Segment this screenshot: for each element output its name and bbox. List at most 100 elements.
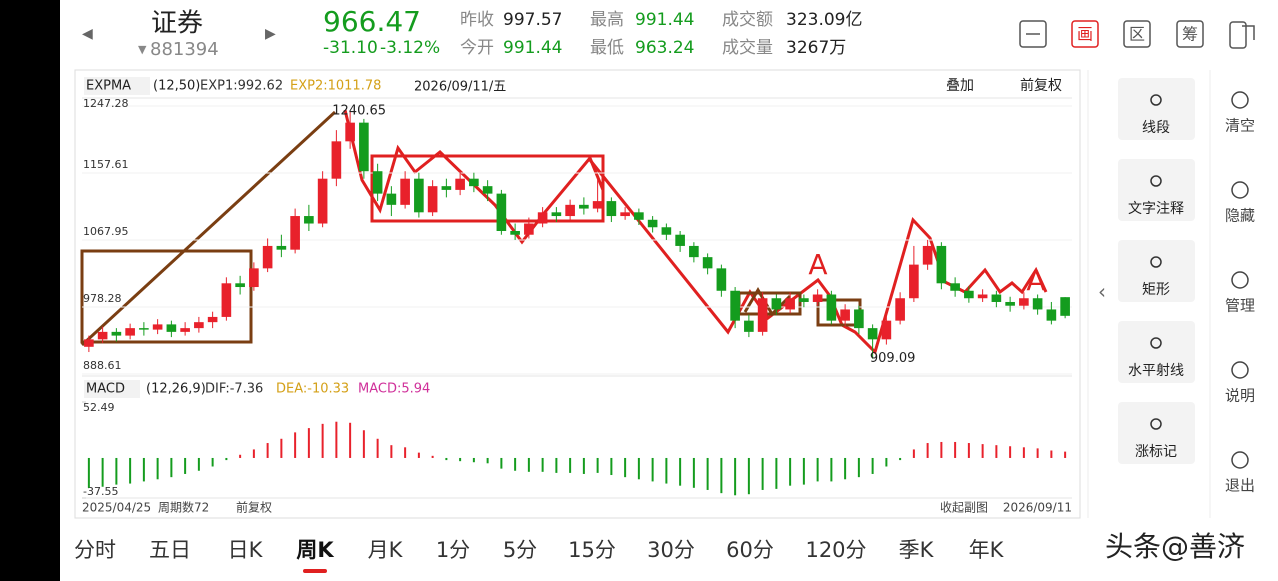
stat-value: 963.24: [635, 38, 694, 58]
candle-body: [826, 294, 837, 321]
tool-button[interactable]: [1118, 159, 1195, 221]
candle-body: [895, 298, 905, 321]
btn-frame[interactable]: [1123, 20, 1151, 48]
tool-button[interactable]: [1118, 78, 1195, 140]
footer-collapse[interactable]: 收起副图: [940, 501, 988, 515]
candle-body: [482, 186, 493, 194]
y-tick-label: -37.55: [83, 485, 118, 498]
collapse-arrow[interactable]: ‹: [1098, 280, 1106, 304]
stat-label: 昨收: [460, 10, 494, 30]
candle-body: [221, 283, 232, 317]
date-label: 2026/09/11/五: [414, 80, 506, 95]
candle-body: [194, 322, 204, 329]
candle-body: [675, 234, 685, 246]
candle-body: [881, 320, 892, 340]
period-tab[interactable]: 60分: [726, 538, 774, 562]
indicator-name[interactable]: EXPMA: [86, 79, 131, 94]
candle-body: [964, 290, 974, 299]
candle-body: [991, 294, 1002, 302]
candle-body: [455, 178, 465, 190]
candle-body: [936, 245, 947, 284]
action-label[interactable]: 退出: [1225, 477, 1255, 495]
period-tab[interactable]: 15分: [568, 538, 616, 562]
action-label[interactable]: 隐藏: [1225, 207, 1255, 225]
tool-icon: [1150, 256, 1162, 268]
legend-entry: MACD:5.94: [358, 382, 430, 397]
period-tab[interactable]: 日K: [228, 538, 264, 562]
period-tab[interactable]: 1分: [436, 538, 470, 562]
candle-body: [592, 201, 603, 209]
stat-value: 997.57: [503, 10, 562, 30]
tool-label: 文字注释: [1128, 201, 1184, 217]
drawn-text: A: [808, 248, 827, 281]
header-button-label[interactable]: 筹: [1182, 25, 1198, 44]
y-tick-label: 52.49: [83, 401, 115, 414]
header-buttons: [1019, 20, 1255, 49]
y-tick-label: 888.61: [83, 359, 122, 372]
candle-body: [565, 204, 575, 217]
indicator-name[interactable]: MACD: [86, 382, 125, 397]
action-icon: [1231, 181, 1249, 199]
candle-body: [414, 178, 424, 213]
period-tab[interactable]: 30分: [647, 538, 695, 562]
stat-value: 323.09亿: [786, 10, 862, 30]
prev-arrow[interactable]: ◀: [82, 26, 93, 42]
candle-body: [262, 245, 273, 269]
next-arrow[interactable]: ▶: [265, 26, 276, 42]
tool-button[interactable]: [1118, 402, 1195, 464]
candle-body: [125, 328, 135, 336]
btn-frame[interactable]: [1071, 20, 1099, 48]
header-button-label[interactable]: 区: [1129, 25, 1145, 44]
candle-body: [950, 283, 960, 291]
action-icon: [1231, 91, 1249, 109]
legend-entry: DIF:-7.36: [205, 382, 263, 397]
action-label[interactable]: 说明: [1225, 387, 1255, 405]
candle-body: [537, 212, 548, 224]
y-tick-label: 1067.95: [83, 225, 129, 238]
overlay-button[interactable]: 叠加: [946, 78, 974, 94]
period-tab[interactable]: 5分: [503, 538, 537, 562]
footer-periods: 周期数72: [158, 500, 209, 515]
period-tab[interactable]: 季K: [899, 538, 935, 562]
drawn-line: [80, 110, 337, 347]
period-tab[interactable]: 年K: [969, 538, 1005, 562]
candle-body: [345, 122, 355, 142]
btn-minimize[interactable]: [1019, 20, 1047, 48]
action-label[interactable]: 管理: [1225, 297, 1255, 315]
candle-body: [977, 294, 988, 299]
stat-label: 成交量: [722, 38, 773, 58]
indicator-box[interactable]: [84, 380, 140, 398]
indicator-box[interactable]: [84, 77, 150, 95]
stock-code: 881394: [150, 39, 219, 60]
period-tab[interactable]: 周K: [296, 538, 334, 562]
candle-body: [812, 294, 823, 302]
btn-frame[interactable]: [1176, 20, 1204, 48]
btn-phone[interactable]: [1229, 21, 1247, 49]
candle-body: [84, 339, 94, 347]
period-tab[interactable]: 五日: [149, 538, 191, 562]
footer-start: 2025/04/25: [82, 501, 151, 515]
candle-body: [359, 122, 369, 172]
period-tab[interactable]: 分时: [74, 538, 116, 562]
period-tab[interactable]: 月K: [368, 538, 404, 562]
tool-button[interactable]: [1118, 240, 1195, 302]
adjust-button[interactable]: 前复权: [1020, 77, 1062, 94]
tool-icon: [1150, 337, 1162, 349]
header-button-label[interactable]: 画: [1077, 25, 1093, 44]
tool-label: 线段: [1142, 120, 1170, 136]
period-tab[interactable]: 120分: [805, 538, 866, 562]
stat-label: 最低: [590, 38, 624, 58]
candle-body: [1060, 297, 1070, 316]
tool-button[interactable]: [1118, 321, 1195, 383]
tool-icon: [1150, 418, 1162, 430]
action-label[interactable]: 清空: [1225, 117, 1255, 135]
candle-body: [840, 309, 850, 321]
dropdown-icon[interactable]: ▼: [138, 43, 147, 56]
price: 966.47: [323, 5, 421, 38]
drawn-zigzag: [343, 109, 605, 245]
low-label: 909.09: [870, 351, 916, 366]
candle-body: [97, 331, 108, 340]
candle-body: [276, 245, 287, 250]
